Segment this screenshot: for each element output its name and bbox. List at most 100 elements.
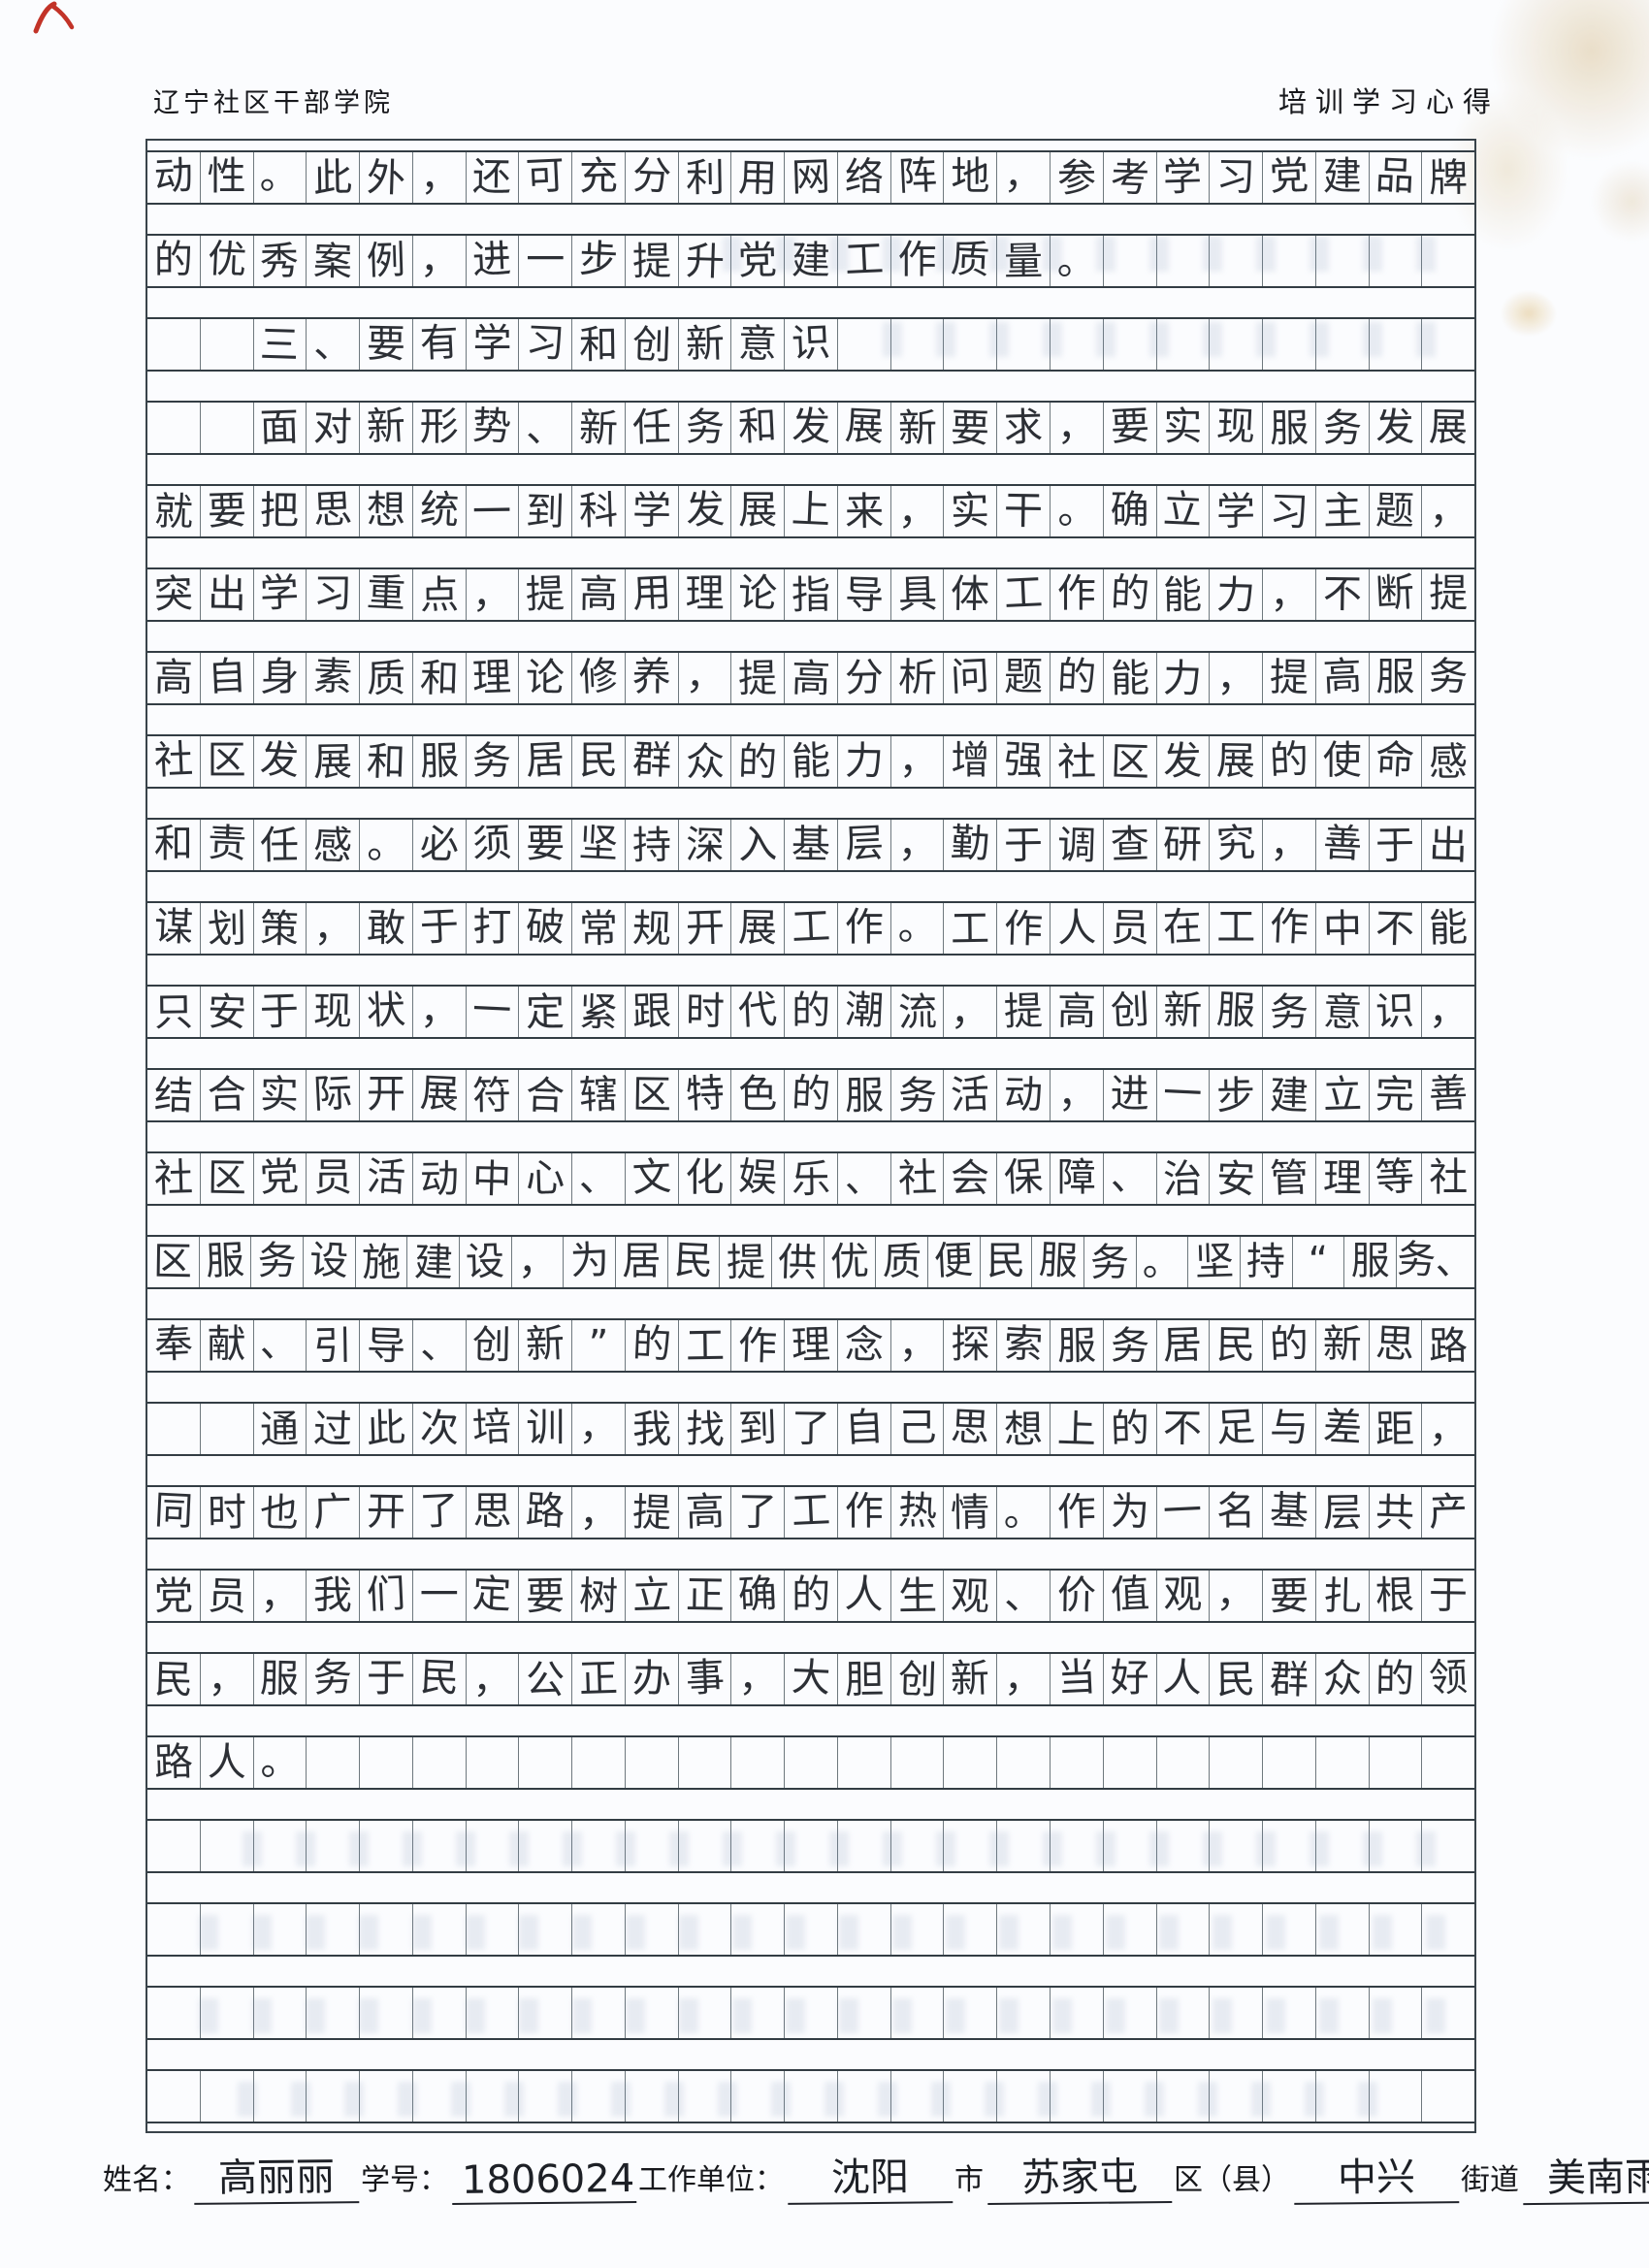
grid-cell: 题 [1370,486,1423,536]
handwritten-character: 为 [568,1238,610,1284]
grid-cell: 展 [1422,403,1474,453]
grid-cell [626,2071,679,2122]
grid-cell: 和 [360,736,413,787]
grid-cell: 创 [467,1320,520,1371]
grid-cell: 活 [360,1153,413,1204]
grid-cell: 众 [679,736,732,787]
grid-cell: ， [891,820,945,870]
grid-cell: ， [997,1654,1051,1704]
grid-cell: 居 [1157,1320,1211,1371]
handwritten-character: ， [1215,655,1256,701]
grid-cell: 奉 [147,1320,201,1371]
grid-cell: 习 [1210,152,1264,203]
handwritten-character: ， [1003,153,1045,200]
handwritten-character: 区 [207,1155,246,1202]
handwritten-character: 区 [1109,739,1150,786]
grid-cell: 作 [891,236,945,286]
grid-cell: 实 [254,1070,307,1120]
handwritten-character: 定 [471,1571,513,1618]
grid-cell [254,1821,307,1871]
handwritten-character: 完 [1375,1072,1415,1118]
handwritten-character: 想 [366,488,405,533]
grid-cell: 分 [838,653,891,703]
handwritten-character: 的 [1268,1321,1310,1368]
grid-cell: 务 [891,1070,945,1120]
handwritten-character: ， [1215,1571,1257,1618]
grid-cell: 分 [626,152,679,203]
grid-cell: 例 [360,236,413,286]
handwritten-character: 们 [365,1571,406,1618]
handwritten-character: 、 [259,1321,301,1368]
grid-cell: 识 [1370,987,1423,1037]
handwritten-character: 优 [206,237,247,283]
handwritten-character: 引 [312,1323,353,1370]
handwritten-character: 基 [791,822,831,868]
grid-cell: 区 [201,736,254,787]
handwritten-character: 足 [1215,1405,1257,1451]
grid-cell [1210,1821,1264,1871]
grid-row: 和责任感。必须要坚持深入基层，勤于调查研究，善于出 [147,818,1474,872]
handwritten-character: 上 [791,487,832,534]
handwritten-character: 娱 [737,1154,779,1201]
handwritten-character: 用 [630,570,672,617]
handwritten-character: 意 [737,321,778,368]
grid-cell: 研 [1157,820,1211,870]
grid-cell: 会 [944,1153,998,1204]
handwritten-character: 实 [950,488,991,535]
grid-cell: 服 [838,1070,891,1120]
handwritten-character: 作 [1003,906,1044,953]
grid-cell: 敢 [360,903,413,954]
grid-cell [891,319,945,370]
grid-cell: 设 [460,1237,512,1287]
grid-cell: 共 [1370,1487,1423,1538]
work-unit-label: 工作单位： [638,2163,784,2197]
grid-cell: 一 [1157,1487,1211,1538]
handwritten-character: 展 [312,739,353,786]
grid-cell: 要 [519,1571,573,1621]
grid-row: 动性。此外，还可充分利用网络阵地，参考学习党建品牌 [147,150,1474,205]
handwritten-character: ， [312,905,353,952]
grid-row [147,1819,1474,1873]
handwritten-character: 研 [1163,822,1203,868]
handwritten-character: 服 [418,738,460,785]
grid-cell: 、 [1104,1153,1157,1204]
grid-cell: 任 [254,820,307,870]
handwritten-character: 要 [526,822,566,866]
handwritten-character: 我 [312,1572,353,1619]
grid-cell: ， [1210,1571,1264,1621]
grid-cell: 。 [891,903,945,954]
grid-cell [1104,1737,1157,1788]
handwritten-character: 于 [259,988,301,1035]
grid-cell [519,1904,573,1955]
grid-cell: 自 [838,1404,891,1454]
grid-cell: 必 [413,820,467,870]
handwritten-character: 不 [1374,906,1416,953]
handwritten-character: 开 [366,1072,405,1117]
grid-cell: 步 [572,236,626,286]
grid-cell: 开 [360,1487,413,1538]
handwritten-character: 理 [471,655,513,701]
grid-cell: 员 [307,1153,361,1204]
handwritten-character: 的 [792,988,831,1033]
handwritten-character: ， [1003,1656,1044,1702]
grid-cell: 紧 [572,987,626,1037]
grid-cell [944,319,998,370]
handwritten-character: 。 [896,904,938,951]
grid-cell: 。 [1051,486,1104,536]
handwritten-character: 层 [1322,1490,1363,1537]
grid-cell: 、 [997,1571,1051,1621]
grid-cell: 感 [307,820,361,870]
handwritten-character: 主 [1322,488,1363,535]
grid-cell: 三 [254,319,307,370]
grid-cell: 外 [360,152,413,203]
grid-cell: 新 [572,403,626,453]
grid-cell: 论 [519,653,573,703]
handwritten-character: 服 [1056,1323,1097,1370]
handwritten-character: 提 [1269,655,1310,701]
grid-cell: 问 [944,653,998,703]
grid-cell: 社 [1422,1153,1474,1204]
grid-cell: 辖 [572,1070,626,1120]
handwritten-character: 不 [1163,1406,1203,1452]
grid-cell: 、 [254,1320,307,1371]
handwritten-character: ， [1428,988,1469,1035]
